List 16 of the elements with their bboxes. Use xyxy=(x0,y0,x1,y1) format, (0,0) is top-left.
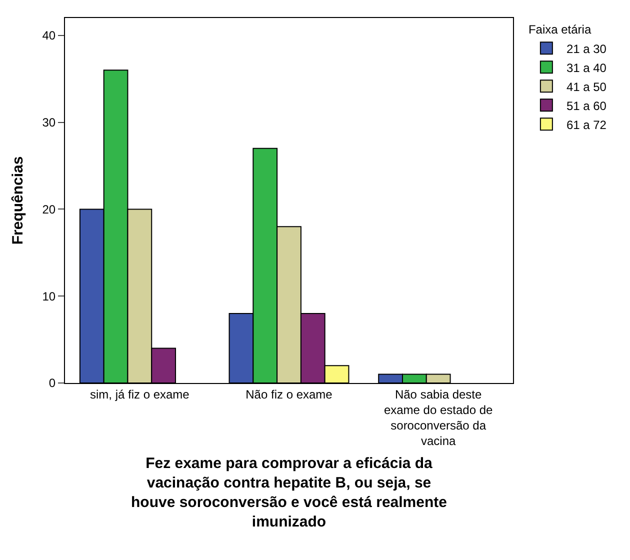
legend-label: 51 a 60 xyxy=(566,98,607,113)
legend-label: 41 a 50 xyxy=(566,80,607,94)
y-tick-label: 10 xyxy=(42,289,56,304)
x-tick-label: sim, já fiz o exame xyxy=(90,387,190,402)
legend-title: Faixa etária xyxy=(528,22,592,37)
x-tick-label: Não sabia deste exame do estado de soroconversão da vacina xyxy=(384,387,494,448)
y-tick-label: 40 xyxy=(42,28,56,43)
y-tick-label: 20 xyxy=(42,202,56,216)
legend-label: 21 a 30 xyxy=(566,42,607,56)
x-axis-title: Fez exame para comprovar a eficácia da vacinação contra hepatite B, ou seja, se houve soroconversão e você está realmente imunizado xyxy=(131,455,447,531)
y-tick-label: 30 xyxy=(42,115,56,130)
legend-label: 31 a 40 xyxy=(566,60,607,75)
y-axis-title: Frequências xyxy=(9,156,26,245)
y-tick-label: 0 xyxy=(48,376,56,390)
legend-label: 61 a 72 xyxy=(566,118,607,132)
x-tick-label: Não fiz o exame xyxy=(246,387,333,402)
